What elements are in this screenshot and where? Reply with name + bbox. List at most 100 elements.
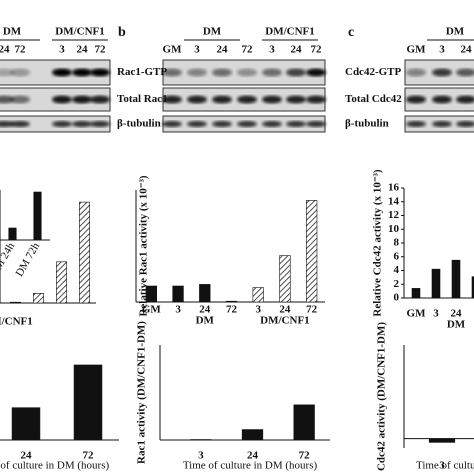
row-label: β-tubulin [345,118,389,130]
blot-band [237,68,257,77]
blot-group-label: DM [446,26,465,38]
lane-label: 3 [59,44,65,56]
lane-label: 3 [194,44,200,56]
x-group-label: DM/CNF1 [260,315,310,327]
blot-band [10,95,30,104]
lane-label: 72 [15,44,27,56]
blot-band [456,95,474,104]
blot-band [10,68,30,77]
bar [428,438,456,443]
blot-band [406,121,426,127]
y-tick-label: 12 [388,209,400,221]
bar [8,227,17,241]
y-tick-label: 0 [394,292,400,304]
blot-group-label: DM [3,26,22,38]
blot-band [212,95,232,104]
x-axis-label: Time of culture in DM (hours) [183,460,318,472]
x-tick-label: 24 [199,304,211,316]
blot-band [0,121,14,127]
bar [199,284,211,303]
lane-label: 24 [291,44,303,56]
bar [471,276,474,299]
lane-label: 24 [217,44,229,56]
blot-band [432,68,452,77]
x-tick-label: 72 [306,304,318,316]
x-tick-label: 72 [83,450,95,462]
x-tick-label: 72 [299,450,311,462]
x-axis-label: Time of culture in DM (hours) [0,460,109,472]
bar [293,404,315,441]
blot-band [90,95,110,104]
x-tick-label: 24 [21,450,33,462]
blot-band [237,95,257,104]
panel-letter: b [118,25,126,40]
lane-label: 72 [95,44,107,56]
y-axis-label: Relative Rac1 activity (x 10⁻³) [138,175,150,316]
y-tick-label: 10 [388,223,400,235]
blot-band [286,95,306,104]
y-tick-label: 2 [394,278,400,290]
blot-band [306,121,326,127]
bar [305,200,318,303]
x-axis-label: Time of culture [416,460,474,472]
bar [241,429,264,441]
blot-group-label: DM/CNF1 [55,26,105,38]
bar [252,287,264,303]
blot-band [187,68,207,77]
blot-band [90,68,110,77]
x-group-label: DM [196,315,215,327]
blot-band [432,121,452,127]
lane-label: 24 [461,44,473,56]
bar [190,439,212,441]
blot-band [406,68,426,77]
bar [79,201,90,304]
bar [172,285,184,303]
y-tick-label: 16 [388,182,400,194]
blot-band [90,121,110,127]
y-axis-label: Cdc42 activity (DM/CNF1-DM) [376,322,388,471]
blot-band [162,121,182,127]
blot-band [262,121,282,127]
blot-band [286,121,306,127]
blot-band [432,95,452,104]
row-label: Total Cdc42 [345,93,402,105]
y-tick-label: 6 [394,250,400,262]
x-tick-label: 3 [175,304,181,316]
blot-band [306,95,326,104]
x-tick-label: 3 [439,460,445,472]
blot-band [52,121,72,127]
bar [10,301,21,304]
blot-band [456,121,474,127]
blot-band [262,68,282,77]
x-tick-label: 72 [226,304,238,316]
blot-band [72,121,92,127]
x-tick-label: GM [142,304,162,316]
bar [431,268,441,299]
blot-band [406,95,426,104]
blot-band [306,68,326,77]
lane-label: GM [163,44,183,56]
y-axis-label: Rac1 activity (DM/CNF1-DM) [136,321,148,464]
row-label: Cdc42-GTP [345,66,402,78]
lane-label: GM [407,44,427,56]
blot-band [0,95,14,104]
lane-label: 72 [242,44,254,56]
bar [411,288,421,299]
row-label: Total Rac1 [117,93,168,105]
row-label: β-tubulin [117,118,161,130]
y-axis-label: Relative Cdc42 activity (x 10⁻³) [372,169,384,317]
blot-band [187,121,207,127]
blot-group-label: DM [203,26,222,38]
bar [73,364,103,441]
blot-band [456,68,474,77]
x-tick-label: 24 [451,308,463,320]
x-tick-label: 3 [198,450,204,462]
panel-letter: c [348,25,354,40]
x-tick-label: DM 72h [13,240,42,278]
x-tick-label: GM [407,308,427,320]
blot-band [286,68,306,77]
x-tick-label: 24 [279,304,291,316]
blot-group-label: DM/CNF1 [265,26,315,38]
lane-label: 72 [311,44,323,56]
bar [451,259,461,299]
